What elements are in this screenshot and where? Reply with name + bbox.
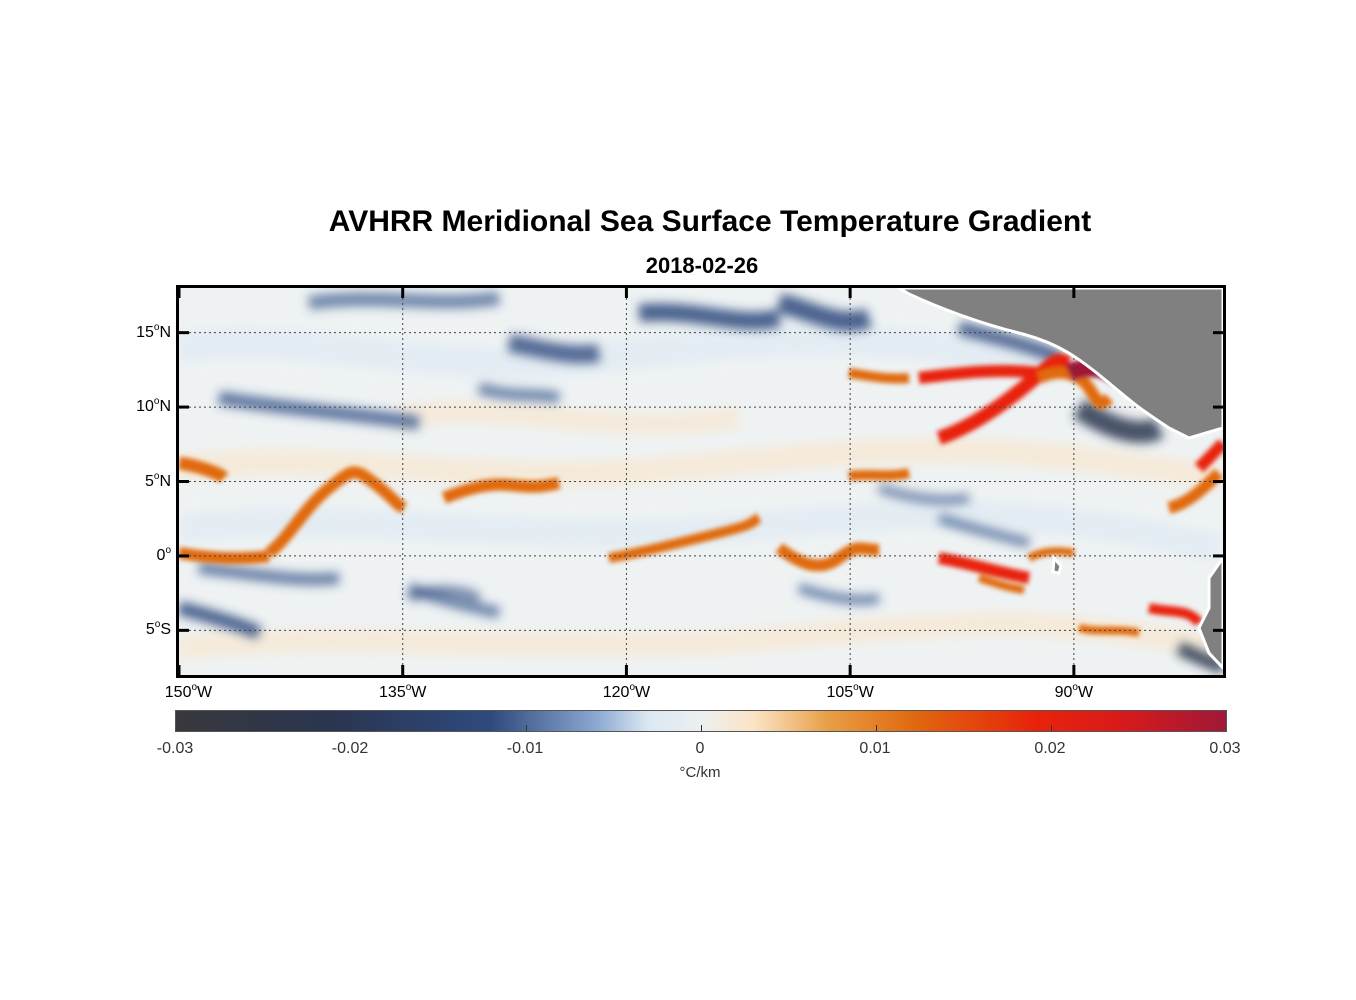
lat-label: 0o bbox=[156, 544, 171, 564]
colorbar bbox=[175, 710, 1227, 732]
lon-label: 135oW bbox=[379, 682, 427, 701]
galapagos-islands bbox=[1051, 554, 1063, 575]
colorbar-tick bbox=[1051, 725, 1052, 731]
chart-title: AVHRR Meridional Sea Surface Temperature… bbox=[328, 205, 1092, 238]
lon-label: 105oW bbox=[826, 682, 874, 701]
lat-label: 15oN bbox=[136, 321, 171, 341]
colorbar-tick-label: 0.01 bbox=[859, 740, 891, 757]
central-america-landmass bbox=[896, 288, 1223, 440]
chart-subtitle: 2018-02-26 bbox=[645, 253, 759, 278]
lat-label: 5oN bbox=[144, 470, 171, 490]
colorbar-tick bbox=[701, 725, 702, 731]
map-panel[interactable] bbox=[176, 285, 1226, 678]
pale-field bbox=[179, 325, 1222, 660]
lon-label: 150oW bbox=[164, 682, 213, 701]
lon-label: 120oW bbox=[602, 682, 651, 701]
colorbar-tick bbox=[526, 725, 527, 731]
colorbar-tick-label: 0 bbox=[695, 740, 705, 757]
frame-ticks bbox=[179, 288, 1223, 675]
lat-label: 5oS bbox=[145, 619, 171, 639]
colorbar-tick-label: -0.03 bbox=[156, 740, 194, 757]
colorbar-tick-label: -0.01 bbox=[506, 740, 544, 757]
land-masses bbox=[896, 288, 1223, 671]
colorbar-unit-label: °C/km bbox=[679, 764, 721, 781]
lat-label: 10oN bbox=[136, 396, 171, 416]
south-america-landmass bbox=[1197, 555, 1223, 671]
positive-gradient-bands bbox=[179, 353, 1223, 637]
gradient-field bbox=[179, 288, 1223, 675]
colorbar-tick-label: 0.02 bbox=[1034, 740, 1066, 757]
colorbar-tick bbox=[876, 725, 877, 731]
colorbar-tick-label: -0.02 bbox=[331, 740, 369, 757]
colorbar-tick-label: 0.03 bbox=[1209, 740, 1241, 757]
colorbar-tick bbox=[351, 725, 352, 731]
negative-gradient-bands bbox=[179, 291, 1223, 675]
lon-label: 90oW bbox=[1054, 682, 1094, 701]
